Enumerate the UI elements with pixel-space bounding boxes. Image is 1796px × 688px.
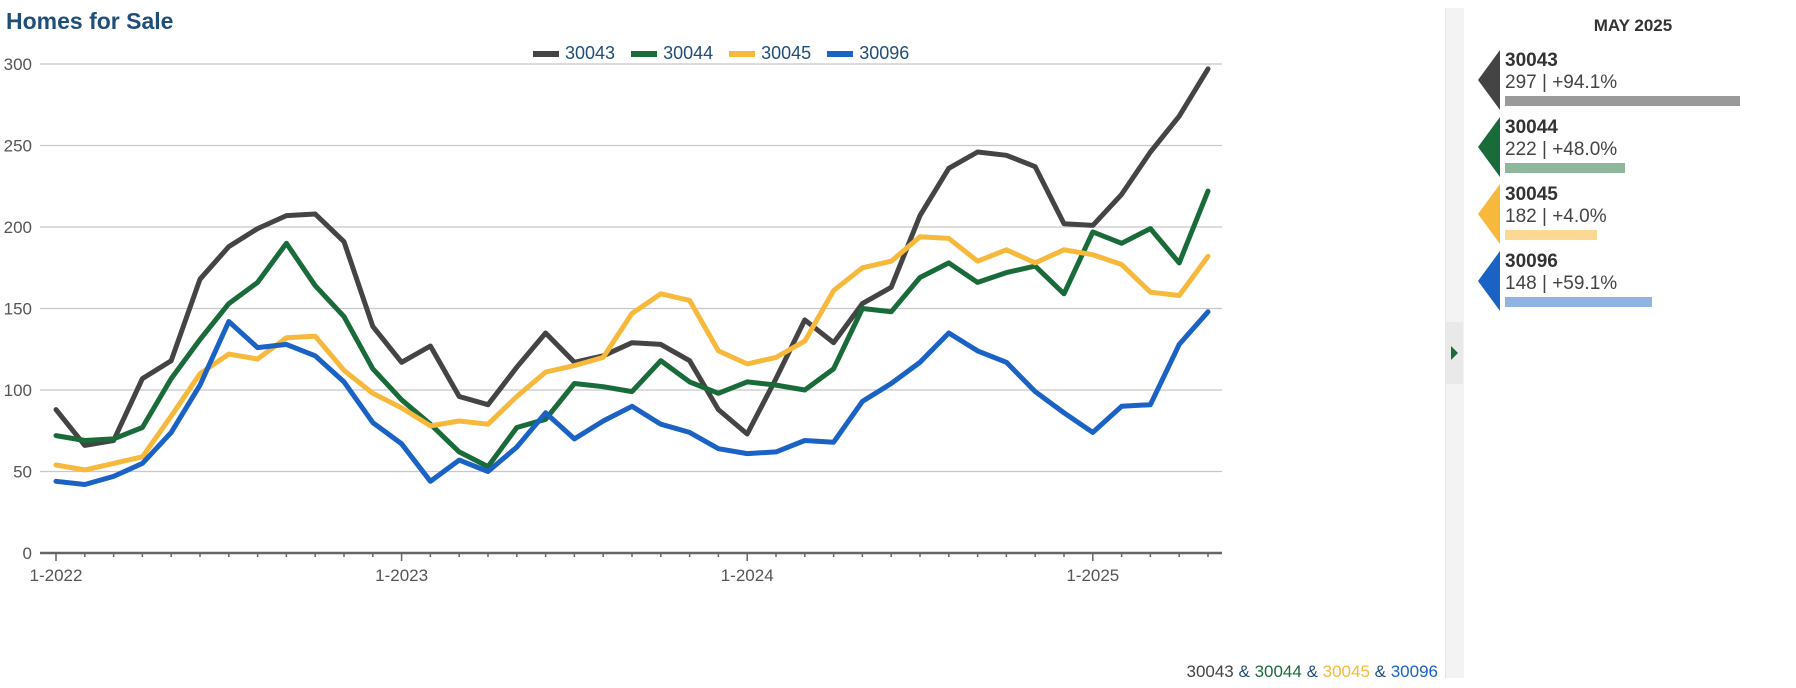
series-line-30043 — [53, 66, 1211, 448]
legend-label: 30096 — [859, 43, 910, 63]
chart-legend: 30043 30044 30045 30096 — [533, 43, 925, 64]
zip-change-bar — [1505, 297, 1652, 307]
zip-code-label: 30045 — [1505, 184, 1558, 205]
footer-part: 30045 — [1322, 662, 1370, 681]
legend-swatch — [729, 50, 756, 57]
x-tick-label: 1-2022 — [30, 566, 83, 585]
legend-item-30043[interactable]: 30043 — [533, 43, 615, 64]
y-tick-label: 300 — [4, 55, 32, 74]
triangle-left-icon — [1478, 251, 1500, 311]
zip-change-bar — [1505, 96, 1740, 106]
legend-label: 30043 — [565, 43, 616, 63]
y-tick-label: 150 — [4, 300, 32, 319]
legend-swatch — [631, 50, 658, 57]
y-tick-label: 100 — [4, 381, 32, 400]
legend-swatch — [827, 50, 854, 57]
side-panel-month: MAY 2025 — [1593, 16, 1673, 35]
legend-label: 30045 — [761, 43, 812, 63]
footer-part: 30096 — [1390, 662, 1438, 681]
zip-code-label: 30043 — [1505, 50, 1558, 71]
legend-label: 30044 — [663, 43, 714, 63]
y-tick-label: 200 — [4, 218, 32, 237]
zip-card-30044[interactable]: 30044 222 | +48.0% — [1470, 117, 1796, 183]
zip-stats-label: 148 | +59.1% — [1505, 273, 1618, 294]
triangle-left-icon — [1478, 184, 1500, 244]
x-tick-label: 1-2024 — [721, 566, 774, 585]
triangle-left-icon — [1478, 50, 1500, 110]
zip-card-30043[interactable]: 30043 297 | +94.1% — [1470, 50, 1796, 116]
x-tick-label: 1-2023 — [375, 566, 428, 585]
footer-part: & — [1301, 662, 1323, 681]
zip-stats-label: 222 | +48.0% — [1505, 139, 1618, 160]
zip-card-30096[interactable]: 30096 148 | +59.1% — [1470, 251, 1796, 317]
zip-stats-label: 297 | +94.1% — [1505, 72, 1618, 93]
line-chart: 0 50 100 150 200 250 300 1-2022 1-2023 1-2024 1-20… — [4, 55, 1222, 585]
zip-stats-label: 182 | +4.0% — [1505, 206, 1607, 227]
series-line-30045 — [53, 234, 1211, 473]
y-tick-label: 50 — [13, 463, 32, 482]
legend-item-30044[interactable]: 30044 — [631, 43, 713, 64]
footer-part: 30043 — [1186, 662, 1234, 681]
triangle-left-icon — [1478, 117, 1500, 177]
series-line-30096 — [53, 309, 1211, 487]
footer-part: 30044 — [1254, 662, 1302, 681]
footer-part: & — [1369, 662, 1391, 681]
zip-card-30045[interactable]: 30045 182 | +4.0% — [1470, 184, 1796, 250]
zip-code-label: 30096 — [1505, 251, 1558, 272]
series-line-30044 — [53, 188, 1211, 470]
collapse-panel-toggle[interactable] — [1445, 322, 1463, 384]
side-panel: MAY 2025 30043 297 | +94.1% 30044 222 | +48… — [1470, 0, 1796, 688]
legend-item-30096[interactable]: 30096 — [827, 43, 909, 64]
zip-change-bar — [1505, 230, 1597, 240]
footer-zip-label: 30043 & 30044 & 30045 & 30096 — [1186, 662, 1438, 682]
zip-change-bar — [1505, 163, 1625, 173]
footer-part: & — [1233, 662, 1255, 681]
x-tick-label: 1-2025 — [1066, 566, 1119, 585]
y-tick-label: 0 — [23, 544, 32, 563]
legend-swatch — [533, 50, 559, 57]
legend-item-30045[interactable]: 30045 — [729, 43, 811, 64]
y-tick-label: 250 — [4, 137, 32, 156]
chart-title: Homes for Sale — [6, 8, 174, 34]
zip-code-label: 30044 — [1505, 117, 1558, 138]
